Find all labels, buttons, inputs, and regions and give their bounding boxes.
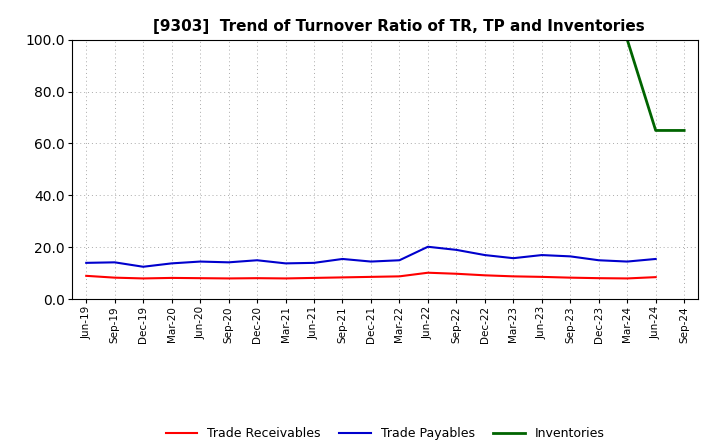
- Trade Payables: [595, 258, 603, 263]
- Trade Payables: [338, 257, 347, 262]
- Trade Receivables: [282, 276, 290, 281]
- Trade Receivables: [196, 275, 204, 281]
- Line: Trade Payables: Trade Payables: [86, 247, 656, 267]
- Trade Payables: [509, 256, 518, 261]
- Trade Payables: [139, 264, 148, 269]
- Trade Receivables: [509, 274, 518, 279]
- Trade Receivables: [338, 275, 347, 280]
- Trade Payables: [480, 253, 489, 258]
- Inventories: [623, 37, 631, 42]
- Trade Receivables: [253, 275, 261, 281]
- Trade Receivables: [395, 274, 404, 279]
- Trade Payables: [196, 259, 204, 264]
- Trade Receivables: [480, 273, 489, 278]
- Trade Payables: [395, 258, 404, 263]
- Trade Payables: [310, 260, 318, 265]
- Trade Payables: [225, 260, 233, 265]
- Trade Receivables: [139, 276, 148, 281]
- Trade Payables: [452, 247, 461, 253]
- Trade Receivables: [423, 270, 432, 275]
- Inventories: [652, 128, 660, 133]
- Trade Receivables: [366, 274, 375, 279]
- Trade Payables: [366, 259, 375, 264]
- Text: [9303]  Trend of Turnover Ratio of TR, TP and Inventories: [9303] Trend of Turnover Ratio of TR, TP…: [153, 19, 645, 34]
- Trade Receivables: [595, 275, 603, 281]
- Trade Receivables: [452, 271, 461, 276]
- Trade Receivables: [167, 275, 176, 281]
- Trade Receivables: [310, 275, 318, 281]
- Trade Receivables: [566, 275, 575, 280]
- Trade Receivables: [82, 273, 91, 279]
- Trade Payables: [110, 260, 119, 265]
- Trade Payables: [423, 244, 432, 249]
- Trade Receivables: [225, 276, 233, 281]
- Trade Payables: [652, 257, 660, 262]
- Legend: Trade Receivables, Trade Payables, Inventories: Trade Receivables, Trade Payables, Inven…: [161, 422, 610, 440]
- Trade Payables: [537, 253, 546, 258]
- Trade Receivables: [652, 275, 660, 280]
- Inventories: [680, 128, 688, 133]
- Trade Payables: [167, 261, 176, 266]
- Line: Trade Receivables: Trade Receivables: [86, 273, 656, 279]
- Trade Receivables: [110, 275, 119, 280]
- Trade Payables: [282, 261, 290, 266]
- Trade Payables: [623, 259, 631, 264]
- Trade Payables: [82, 260, 91, 265]
- Line: Inventories: Inventories: [627, 40, 684, 130]
- Trade Payables: [253, 258, 261, 263]
- Trade Payables: [566, 254, 575, 259]
- Trade Receivables: [537, 274, 546, 279]
- Trade Receivables: [623, 276, 631, 281]
